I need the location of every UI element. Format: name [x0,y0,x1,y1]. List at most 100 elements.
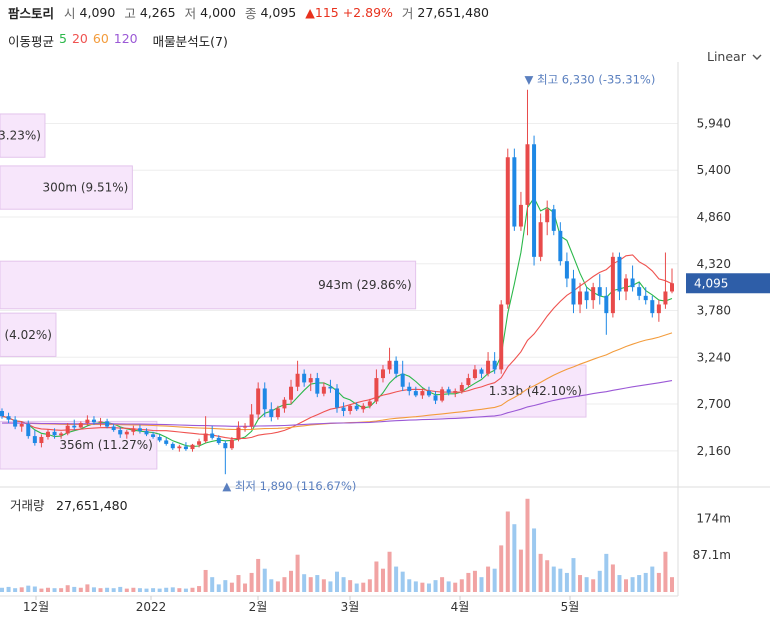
time-axis: 12월 2022 2월 3월 4월 5월 [23,596,579,614]
close-value: 4,095 [260,4,297,20]
close-label: 종 [244,5,257,21]
volume-profile-bar [0,113,46,158]
candle-body [243,426,248,428]
volume-bar [190,587,195,592]
volume-bar [59,588,64,592]
candle-body [492,360,497,370]
volume-bar [440,577,445,592]
candle-body [203,433,208,442]
candle-body [164,440,169,444]
candle-body [499,304,504,370]
volume-bar [656,572,661,592]
candle-body [78,423,83,428]
price-tick-label: 3,240 [697,350,731,364]
candle-body [374,378,379,402]
candle-body [124,431,129,435]
volume-bar [538,553,543,592]
candle-body [558,230,563,262]
candle-body [591,287,596,301]
candle-body [190,444,195,450]
candle-body [19,423,24,427]
candle-body [183,446,188,450]
volume-bar [367,579,372,592]
volume-bar [243,583,248,592]
price-tick-label: 4,860 [697,210,731,224]
candle-body [597,287,602,296]
ma-120[interactable]: 120 [113,31,138,46]
volume-bar [111,588,116,592]
volume-bar [282,577,287,592]
candle-body [440,389,445,401]
candle-body [361,405,366,410]
volume-axis: 거래량 27,651,480 174m 87.1m [10,498,731,562]
volume-bar [407,579,412,592]
ma-60[interactable]: 60 [92,31,109,46]
ma-20[interactable]: 20 [71,31,88,46]
volume-bar [505,511,510,592]
volume-bar [348,580,353,592]
ma-line-120 [1,380,673,427]
volume-bar [295,554,300,592]
time-tick-label: 4월 [451,600,470,614]
price-tick-label: 2,700 [697,397,731,411]
volume-profile-bar [0,260,417,310]
candle-body [52,431,57,436]
candle-body [45,431,50,437]
volume-bar [65,585,70,592]
volume-bar [164,587,169,592]
candle-body [624,278,629,292]
candle-body [670,283,674,292]
stock-header: 팜스토리 시 4,090 고 4,265 저 4,000 종 4,095 ▲11… [8,2,494,22]
candle-body [518,204,523,227]
candle-body [91,419,96,423]
candle-body [446,389,451,393]
volume-bar [486,566,491,592]
volume-bar [78,587,83,592]
volume-bar [525,498,530,592]
candle-body [367,401,372,406]
candle-body [433,395,438,401]
candle-body [295,373,300,387]
volume-bar [256,558,261,592]
moving-average-legend[interactable]: 이동평균 5 20 60 120 매물분석도(7) [8,31,228,50]
volume-bar [394,566,399,592]
volume-bar [564,572,569,592]
volume-bar [551,566,556,592]
volume-pane-label: 거래량 [10,498,45,513]
candle-body [131,428,136,432]
candle-body [177,446,182,449]
volume-bar [91,587,96,592]
scale-selector[interactable]: Linear [707,49,762,64]
volume-bar [420,582,425,592]
volume-bar [203,569,208,592]
candle-body [105,421,110,427]
price-axis: 5,940 5,400 4,860 4,320 3,780 3,240 2,700 2,160… [686,116,770,458]
volume-bar [315,575,320,592]
volume-bar [380,568,385,592]
volume-bar [400,571,405,592]
low-label: 저 [184,5,197,21]
open-label: 시 [64,5,76,21]
volume-bar [650,566,655,592]
candle-body [341,407,346,411]
candle-body [354,405,359,410]
volume-profile-toggle[interactable]: 매물분석도(7) [152,34,228,49]
candle-body [380,369,385,379]
volume-bar [72,586,77,592]
high-annotation: ▼ 최고 6,330 (-35.31%) [524,73,655,87]
candle-body [39,436,44,444]
candle-body [630,278,635,288]
volume-bar [387,551,392,592]
volume-value: 27,651,480 [417,4,489,20]
volume-bar [512,524,517,592]
candle-body [85,419,90,424]
volume-bar [532,528,537,592]
volume-bar [466,572,471,592]
candle-body [170,443,175,449]
candle-body [604,295,609,314]
volume-bar [341,577,346,592]
candle-body [308,378,313,383]
volume-bar [643,572,648,592]
ma-5[interactable]: 5 [59,31,67,46]
